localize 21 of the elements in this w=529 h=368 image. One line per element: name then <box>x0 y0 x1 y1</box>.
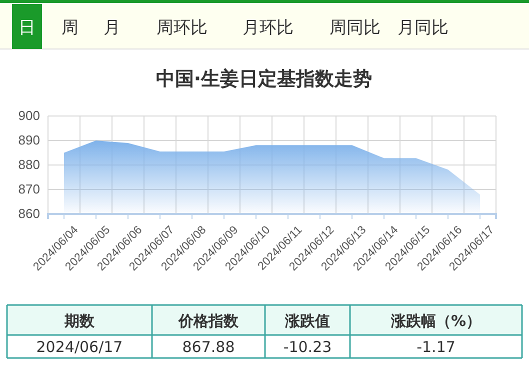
chart-title: 中国·生姜日定基指数走势 <box>156 68 372 90</box>
text: 月环比 <box>242 18 294 38</box>
text: 月 <box>104 18 120 38</box>
text: -1.17 <box>416 338 456 356</box>
text: -10.23 <box>283 338 332 356</box>
text: 2024/06/17 <box>36 338 123 356</box>
text: 周同比 <box>330 18 380 38</box>
y-tick-label: 900 <box>18 108 40 124</box>
text: 价格指数 <box>178 312 240 330</box>
text: 涨跌幅（%） <box>390 312 482 330</box>
text: 月同比 <box>398 18 448 38</box>
text: 日 <box>18 18 36 38</box>
text: 867.88 <box>182 338 235 356</box>
y-tick-label: 880 <box>18 157 40 172</box>
y-tick-label: 860 <box>18 206 40 222</box>
text: 周环比 <box>156 18 208 38</box>
text: 涨跌值 <box>284 312 330 330</box>
text: 周 <box>62 18 78 38</box>
y-tick-label: 870 <box>18 182 40 197</box>
y-tick-label: 890 <box>18 132 40 148</box>
text: 期数 <box>64 312 96 330</box>
